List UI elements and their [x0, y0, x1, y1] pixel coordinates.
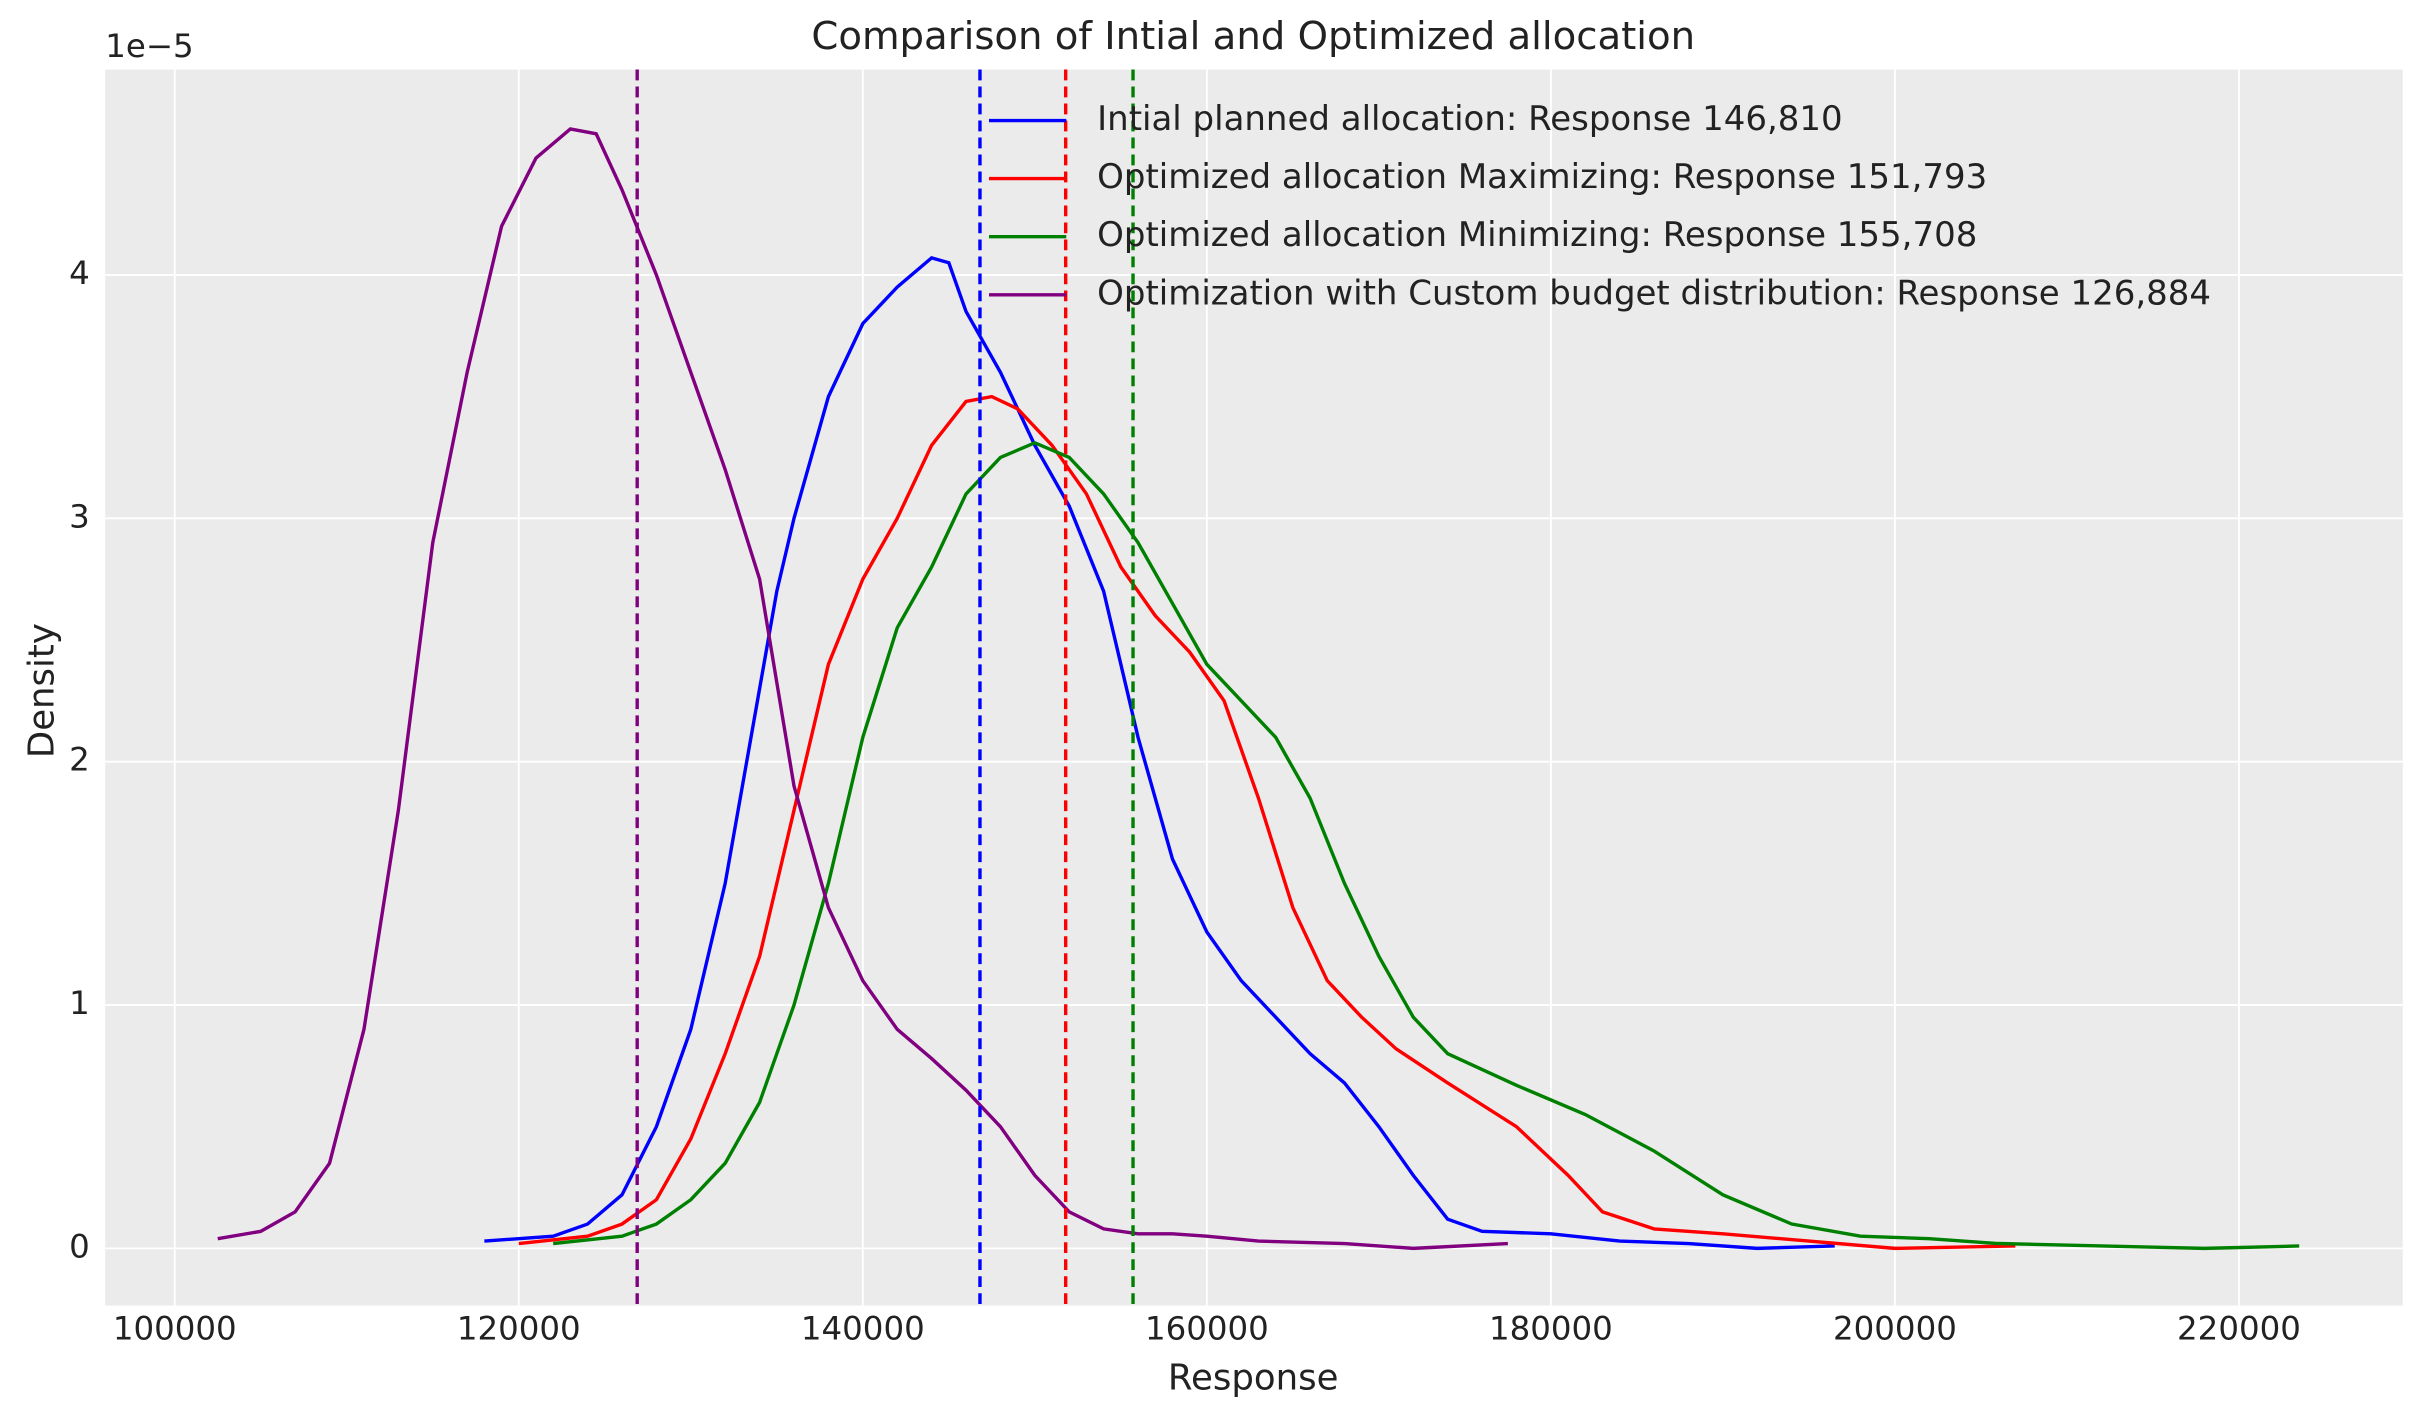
y-tick-label: 3 [69, 497, 90, 535]
chart-title: Comparison of Intial and Optimized alloc… [811, 14, 1695, 59]
x-axis-label: Response [1168, 1358, 1339, 1399]
legend-label: Optimized allocation Minimizing: Respons… [1097, 215, 1977, 255]
x-tick-label: 140000 [801, 1309, 925, 1347]
y-tick-label: 0 [69, 1227, 90, 1265]
x-tick-label: 120000 [457, 1309, 581, 1347]
density-line [217, 127, 1508, 1251]
legend-label: Intial planned allocation: Response 146,… [1097, 99, 1843, 139]
density-line [484, 256, 1835, 1251]
y-tick-label: 4 [69, 254, 90, 292]
y-axis-label: Density [21, 623, 62, 758]
x-tick-label: 160000 [1145, 1309, 1269, 1347]
legend-label: Optimization with Custom budget distribu… [1097, 273, 2211, 313]
y-offset-label: 1e−5 [105, 27, 193, 65]
y-tick-label: 2 [69, 741, 90, 779]
density-line [518, 394, 2016, 1251]
x-tick-label: 100000 [113, 1309, 237, 1347]
x-tick-label: 180000 [1489, 1309, 1613, 1347]
legend-label: Optimized allocation Maximizing: Respons… [1097, 157, 1987, 197]
density-line [553, 440, 2300, 1251]
x-tick-label: 220000 [2177, 1309, 2301, 1347]
y-tick-label: 1 [69, 984, 90, 1022]
x-tick-label: 200000 [1833, 1309, 1957, 1347]
